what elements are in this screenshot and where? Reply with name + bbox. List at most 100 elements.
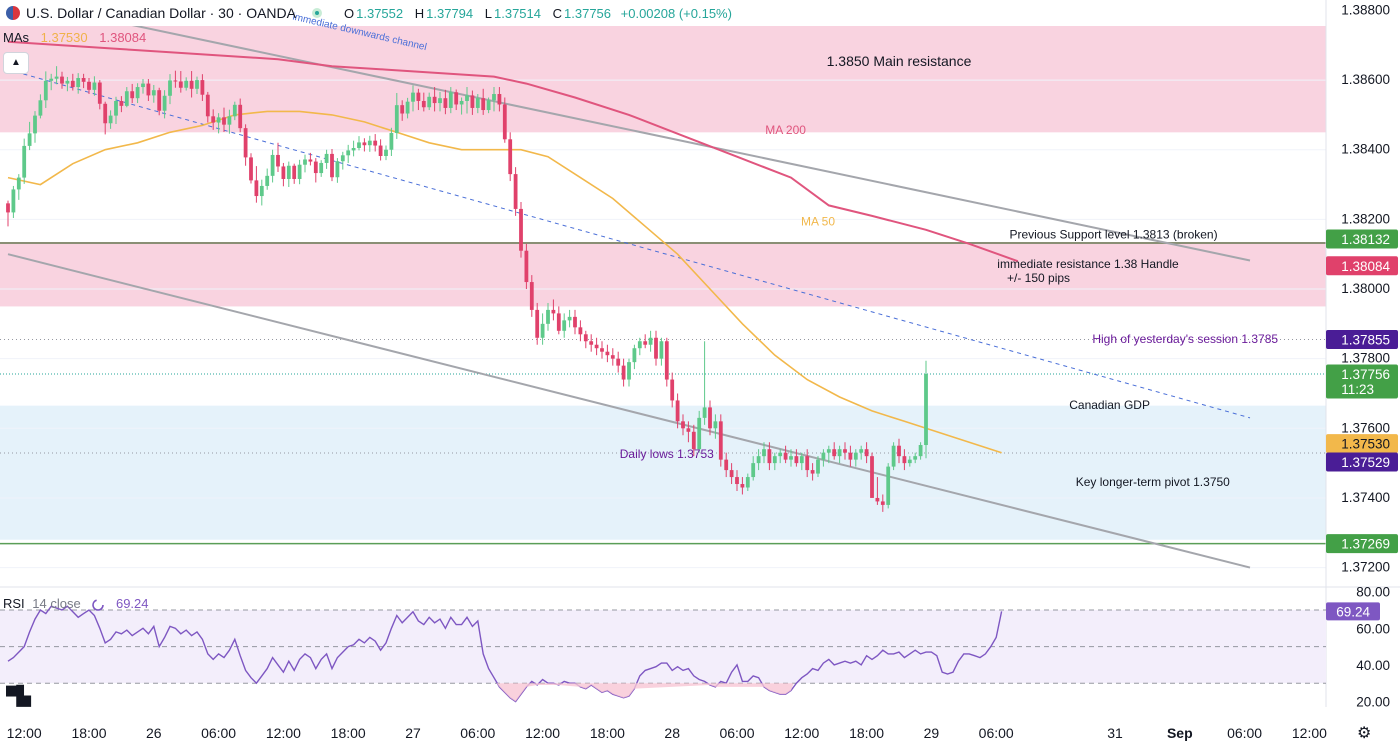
candle [594, 337, 599, 356]
candle-body [81, 78, 86, 82]
collapse-legend-button[interactable]: ▲ [3, 52, 29, 74]
candle-body [141, 83, 145, 88]
change-value: +0.00208 (+0.15%) [620, 5, 732, 21]
candle-body [119, 100, 124, 106]
candle [438, 91, 442, 112]
candle [627, 358, 631, 387]
pivot-label: Key longer-term pivot 1.3750 [1076, 475, 1230, 489]
candle [643, 334, 648, 349]
candle-body [27, 133, 32, 146]
candle-body [664, 341, 669, 380]
candle-body [394, 105, 399, 134]
candle [546, 302, 550, 331]
candle [405, 97, 410, 119]
candle [697, 410, 702, 453]
candle [502, 97, 507, 143]
candle [648, 330, 653, 352]
candle-body [432, 96, 437, 104]
candle-body [146, 83, 151, 96]
candle-body [573, 316, 577, 328]
candle-body [886, 466, 891, 505]
candle-body [648, 337, 653, 345]
candle [157, 87, 162, 116]
candle-body [745, 477, 750, 488]
candle-body [535, 309, 540, 338]
candle [319, 160, 324, 177]
candle-body [205, 94, 210, 117]
candle-body [627, 362, 631, 380]
time-tick-label: 29 [924, 725, 940, 741]
candle-body [11, 189, 16, 213]
candle [654, 330, 658, 366]
candle-body [259, 185, 264, 197]
candle [135, 83, 140, 104]
candle [362, 138, 367, 152]
candle [610, 348, 615, 366]
open-value: 1.37552 [356, 5, 404, 21]
candle [837, 445, 842, 464]
market-status-icon [312, 8, 322, 18]
candle [816, 456, 820, 478]
candle-body [670, 379, 675, 401]
ma200-badge-text: 1.38084 [1341, 259, 1390, 274]
previous-support-label: Previous Support level 1.3813 (broken) [1009, 228, 1217, 242]
main-resistance-zone [0, 26, 1326, 133]
candle-body [594, 344, 599, 349]
candle-body [184, 80, 189, 88]
candle [130, 83, 135, 104]
candle [664, 337, 669, 387]
candle-body [616, 358, 621, 366]
tradingview-logo-icon: ▀▙ [6, 686, 31, 706]
candle [70, 73, 75, 91]
candle [286, 161, 291, 187]
candle [810, 463, 815, 481]
candle [843, 442, 847, 460]
candle-body [772, 456, 777, 464]
candle-body [821, 452, 826, 460]
time-tick-label: 18:00 [71, 725, 106, 741]
candle [357, 136, 361, 151]
candle [535, 302, 540, 345]
candle-body [465, 95, 469, 101]
candle-body [508, 139, 513, 175]
candle-body [443, 98, 448, 108]
candle [589, 334, 594, 352]
candle [794, 449, 799, 467]
candle-body [805, 456, 810, 471]
candle [529, 275, 534, 317]
currency-flag-icon [6, 6, 20, 20]
rsi-legend[interactable]: RSI 14 close 69.24 [3, 596, 149, 612]
candle-body [735, 477, 739, 485]
time-tick-label: 27 [405, 725, 421, 741]
candle [254, 166, 259, 203]
candle [632, 344, 637, 370]
candle [519, 201, 523, 258]
candle [886, 463, 891, 509]
candle-body [816, 459, 820, 474]
candle [211, 109, 216, 130]
gear-icon[interactable]: ⚙ [1357, 725, 1372, 742]
candle-body [778, 452, 783, 457]
candle-body [416, 92, 421, 101]
time-tick-label: 12:00 [784, 725, 819, 741]
symbol-title[interactable]: U.S. Dollar / Canadian Dollar · 30 · OAN… [26, 5, 296, 21]
candle-body [362, 142, 367, 146]
ma-legend[interactable]: MAs 1.37530 1.38084 [3, 30, 146, 45]
candle-body [713, 421, 718, 429]
candle-body [227, 116, 232, 125]
candle-body [897, 445, 901, 457]
candles [6, 66, 928, 512]
candle-body [848, 452, 853, 460]
candle-body [319, 162, 324, 174]
candle-body [200, 80, 205, 95]
candle-body [691, 431, 696, 450]
candle [216, 113, 221, 134]
candle [875, 477, 880, 505]
candle-body [346, 150, 351, 156]
time-tick-label: Sep [1167, 725, 1193, 741]
candle [691, 424, 696, 457]
rsi-tick-label: 40.00 [1356, 658, 1390, 673]
channel-mid-line [7, 69, 1251, 419]
candle-body [853, 452, 858, 460]
